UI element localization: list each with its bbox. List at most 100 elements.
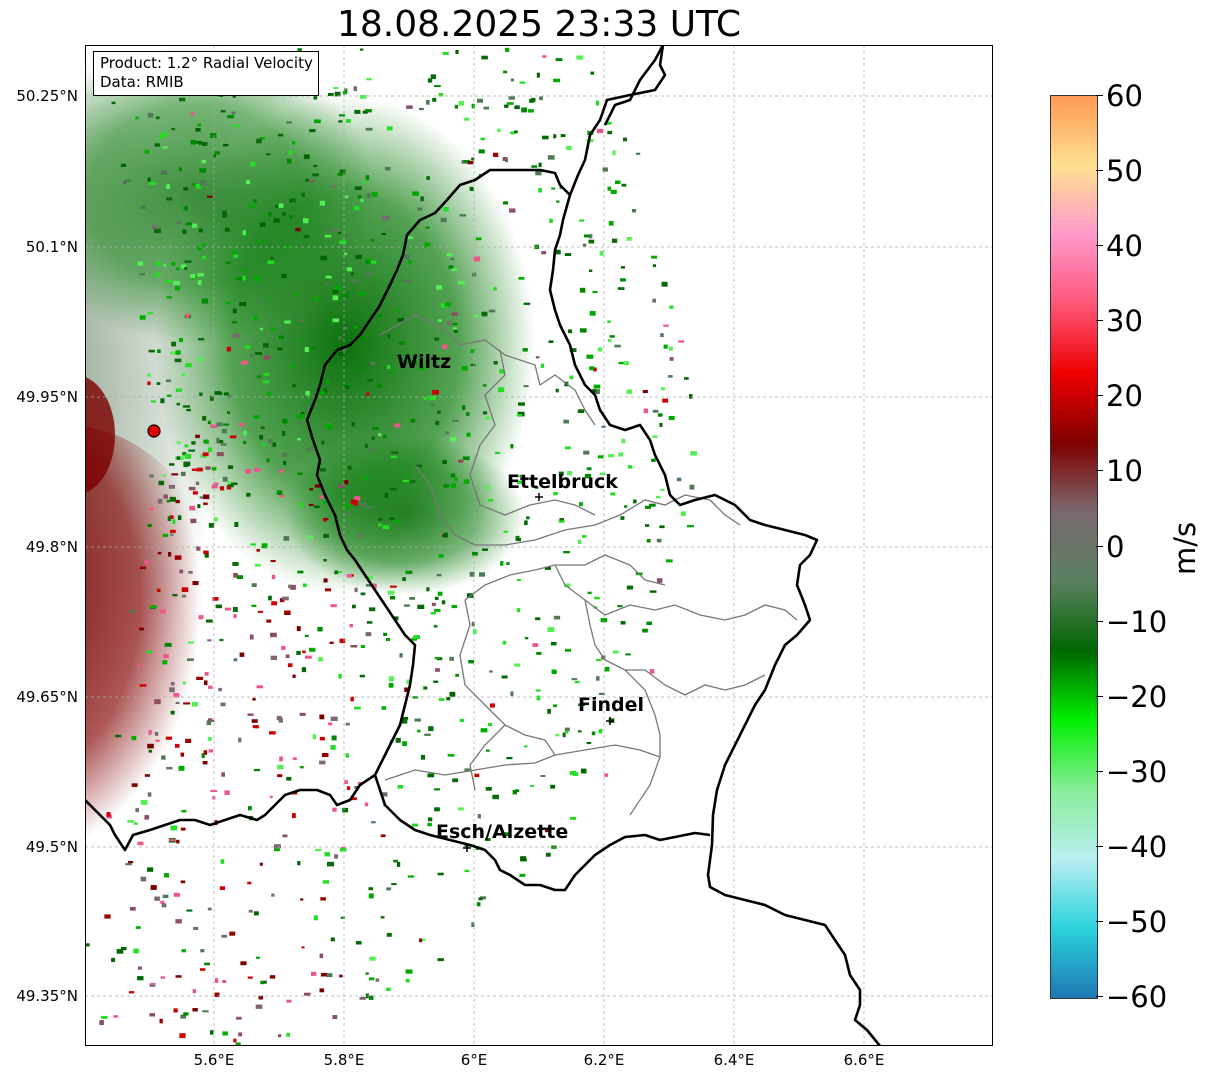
radar-pixel [342, 293, 350, 298]
radar-pixel [205, 466, 211, 470]
radar-pixel [233, 658, 238, 662]
radar-pixel [591, 389, 597, 393]
radar-pixel [180, 827, 186, 831]
radar-pixel [505, 158, 509, 163]
radar-pixel [185, 313, 190, 318]
radar-pixel [207, 718, 213, 723]
radar-pixel [626, 389, 633, 394]
radar-pixel [216, 392, 223, 395]
radar-pixel [227, 465, 234, 469]
radar-pixel [321, 440, 325, 445]
radar-pixel [262, 380, 270, 384]
radar-pixel [170, 533, 174, 536]
radar-pixel [122, 180, 127, 185]
radar-pixel [263, 355, 271, 360]
radar-pixel [243, 440, 247, 445]
radar-pixel [404, 474, 408, 478]
radar-pixel [420, 196, 424, 202]
radar-pixel [513, 663, 521, 667]
radar-pixel [613, 650, 619, 654]
radar-pixel [387, 590, 395, 595]
radar-pixel [589, 311, 596, 316]
radar-pixel [247, 806, 252, 811]
radar-pixel [290, 584, 296, 590]
radar-pixel [526, 516, 530, 520]
radar-pixel [556, 200, 560, 203]
radar-pixel [202, 1010, 209, 1013]
radar-pixel [169, 839, 176, 842]
radar-pixel [600, 618, 608, 623]
radar-pixel [371, 583, 377, 589]
radar-pixel [642, 628, 648, 633]
radar-pixel [371, 191, 378, 197]
radar-pixel [322, 880, 329, 884]
radar-pixel [325, 424, 332, 430]
radar-pixel [590, 71, 595, 75]
radar-pixel [419, 365, 425, 370]
radar-pixel [319, 736, 325, 741]
radar-pixel [500, 561, 504, 566]
radar-pixel [621, 183, 627, 187]
radar-pixel [615, 180, 621, 185]
radar-pixel [232, 333, 240, 338]
radar-pixel [253, 911, 259, 916]
radar-pixel [331, 735, 337, 741]
radar-pixel [412, 191, 419, 196]
radar-pixel [198, 615, 204, 620]
radar-pixel [178, 167, 182, 172]
radar-pixel [646, 621, 652, 625]
radar-pixel [387, 334, 391, 339]
radar-pixel [360, 645, 365, 648]
radar-pixel [135, 926, 141, 929]
radar-pixel [407, 236, 413, 240]
radar-pixel [478, 149, 485, 154]
radar-pixel [282, 834, 288, 838]
radar-pixel [323, 578, 328, 583]
radar-pixel [586, 467, 592, 471]
radar-pixel [278, 203, 284, 208]
radar-pixel [594, 389, 600, 394]
radar-pixel [324, 518, 329, 521]
radar-pixel [292, 141, 296, 145]
radar-pixel [562, 732, 566, 738]
radar-pixel [293, 293, 297, 296]
radar-pixel [381, 792, 388, 797]
radar-pixel [563, 419, 569, 424]
radar-pixel [461, 365, 468, 371]
radar-pixel [609, 335, 615, 338]
radar-pixel [313, 505, 320, 509]
radar-pixel [295, 227, 301, 232]
radar-pixel [276, 715, 282, 721]
radar-pixel [514, 105, 520, 110]
radar-pixel [282, 596, 289, 601]
radar-pixel [419, 938, 423, 943]
radar-pixel [161, 132, 167, 137]
radar-pixel [338, 673, 342, 679]
radar-pixel [319, 988, 325, 993]
radar-pixel [249, 634, 254, 640]
radar-pixel [410, 418, 416, 423]
radar-pixel [190, 139, 197, 145]
radar-pixel [433, 624, 438, 628]
radar-pixel [665, 559, 673, 563]
radar-pixel [319, 714, 325, 720]
radar-pixel [154, 143, 160, 147]
radar-pixel [365, 505, 372, 509]
radar-pixel [190, 274, 196, 279]
radar-pixel [147, 524, 152, 528]
radar-pixel [652, 264, 656, 268]
radar-pixel [253, 199, 257, 204]
radar-pixel [256, 138, 262, 144]
radar-pixel [284, 320, 291, 324]
radar-pixel [152, 224, 157, 230]
radar-pixel [497, 128, 501, 132]
colorbar-tick: 30 [1106, 304, 1143, 338]
radar-pixel [226, 346, 231, 352]
radar-pixel [530, 97, 536, 102]
radar-pixel [388, 676, 394, 682]
radar-pixel [131, 735, 137, 741]
radar-pixel [548, 340, 554, 343]
radar-pixel [594, 596, 600, 600]
radar-pixel [192, 989, 196, 994]
radar-pixel [393, 859, 398, 863]
